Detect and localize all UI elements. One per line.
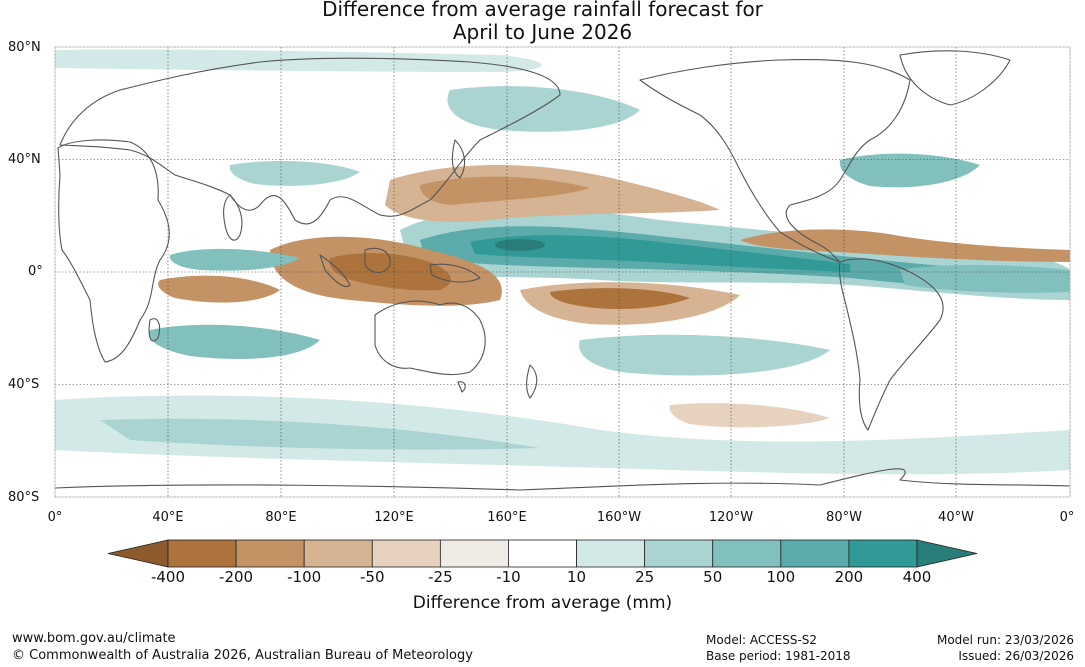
lon-label-40e: 40°E	[152, 510, 184, 525]
lat-label-40n: 40°N	[8, 152, 41, 167]
anomaly-shading	[55, 47, 1070, 497]
lat-label-80n: 80°N	[8, 40, 41, 55]
coast-madagascar	[148, 318, 161, 342]
colorbar-tick-label: 25	[635, 568, 655, 586]
coast-south-america	[838, 258, 944, 431]
anomaly-southern-ocean-wet-mid	[100, 418, 540, 450]
coastlines	[54, 50, 1071, 491]
lon-label-160w: 160°W	[596, 510, 642, 525]
lat-label-0: 0°	[28, 264, 43, 279]
colorbar-tick-label: -100	[287, 568, 322, 586]
footer-base-period: Base period: 1981-2018	[706, 649, 851, 663]
anomaly-indian-wet	[169, 248, 300, 271]
lon-label-0-left: 0°	[47, 510, 63, 525]
lon-label-40w: 40°W	[938, 510, 974, 525]
anomaly-south-pacific-wet	[579, 334, 830, 376]
colorbar-tick-label: -10	[496, 568, 521, 586]
colorbar-tick-label: -25	[428, 568, 453, 586]
coast-sumatra	[319, 254, 351, 288]
footer-model-run: Model run: 23/03/2026	[936, 633, 1074, 647]
colorbar-tick-label: 10	[566, 568, 587, 586]
lon-label-80w: 80°W	[826, 510, 862, 525]
footer-url[interactable]: www.bom.gov.au/climate	[12, 631, 176, 646]
anomaly-arctic-wet	[55, 49, 542, 72]
coast-greenland	[899, 50, 1011, 106]
anomaly-npacific-wet	[447, 86, 640, 132]
coast-new-guinea	[429, 263, 481, 283]
coast-australia	[374, 300, 486, 376]
colorbar-tick-label: -50	[360, 568, 385, 586]
footer-model: Model: ACCESS-S2	[706, 633, 818, 647]
lon-label-80e: 80°E	[265, 510, 297, 525]
coast-new-zealand	[526, 364, 538, 399]
anomaly-atlantic-wet	[900, 265, 1070, 293]
colorbar-tick-label: -200	[219, 568, 254, 586]
colorbar-tick-label: 400	[902, 568, 932, 586]
lon-label-120e: 120°E	[374, 510, 414, 525]
coast-north-america	[639, 58, 911, 263]
coast-india	[223, 194, 243, 241]
anomaly-pacific-wet-peak	[495, 239, 545, 251]
map-title-line2: April to June 2026	[452, 20, 633, 44]
anomaly-pacific-wet-core	[470, 235, 850, 272]
coast-tasmania	[457, 381, 466, 393]
coast-africa	[57, 139, 170, 363]
lon-label-0-right: 0°	[1059, 510, 1075, 525]
lat-label-40s: 40°S	[8, 377, 40, 392]
anomaly-atlantic-dry	[740, 229, 1070, 262]
map-title-line1: Difference from average rainfall forecas…	[322, 0, 763, 21]
coast-borneo	[364, 247, 391, 274]
coast-antarctica	[54, 468, 1071, 491]
coast-eurasia	[59, 57, 561, 225]
anomaly-spacific-dry-core	[550, 288, 690, 310]
anomaly-south-pacific-dry	[669, 403, 830, 428]
footer-issued: Issued: 26/03/2026	[958, 649, 1074, 663]
coast-japan	[451, 139, 466, 179]
anomaly-indian-dry	[158, 275, 280, 303]
anomaly-natlantic-wet	[839, 153, 980, 188]
footer-copyright: © Commonwealth of Australia 2026, Austra…	[12, 648, 473, 663]
lon-label-160e: 160°E	[487, 510, 527, 525]
map-title: Difference from average rainfall forecas…	[0, 0, 1085, 44]
colorbar-tick-label: -400	[150, 568, 186, 586]
colorbar-tick-label: 200	[834, 568, 864, 586]
colorbar-tick-label: 50	[703, 568, 723, 586]
anomaly-asia-wet	[229, 160, 360, 186]
anomaly-npacific-dry-core	[420, 176, 590, 205]
anomaly-indian-south-wet	[149, 324, 320, 359]
colorbar-title: Difference from average (mm)	[412, 593, 673, 613]
anomaly-southern-ocean-wet	[55, 395, 1070, 475]
colorbar-tick-label: 100	[766, 568, 796, 586]
anomaly-maritime-dry-core	[329, 253, 451, 291]
lon-label-120w: 120°W	[708, 510, 754, 525]
lat-label-80s: 80°S	[8, 490, 40, 505]
